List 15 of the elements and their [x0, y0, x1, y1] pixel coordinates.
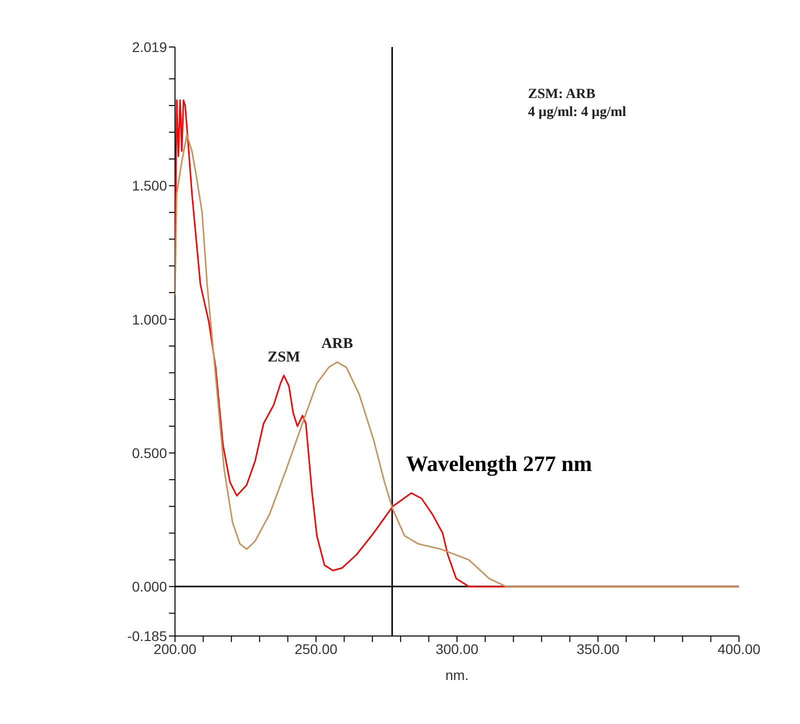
x-tick-label: 350.00: [576, 640, 620, 657]
x-axis-title: nm.: [445, 667, 469, 683]
ref-line-label: Wavelength 277 nm: [406, 451, 592, 476]
y-tick-label: 2.019: [132, 38, 168, 55]
annotation: ZSM: [268, 349, 300, 366]
x-tick-label: 250.00: [294, 640, 338, 657]
y-tick-label: 1.000: [132, 311, 168, 328]
y-tick-label: 1.500: [132, 178, 168, 194]
y-tick-label: 0.500: [132, 444, 168, 461]
x-tick-label: 300.00: [436, 640, 479, 657]
y-tick-label: 0.000: [132, 578, 168, 595]
annotation: ZSM: ARB: [528, 86, 596, 104]
x-tick-label: 400.00: [718, 640, 761, 657]
annotation: 4 µg/ml: 4 µg/ml: [528, 104, 626, 122]
annotation: ARB: [321, 336, 353, 352]
